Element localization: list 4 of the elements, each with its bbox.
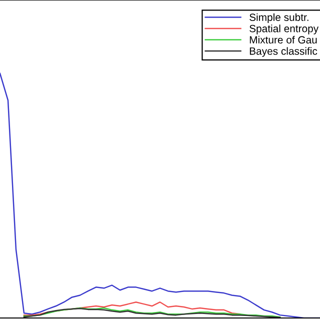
legend-label: Simple subtr. xyxy=(250,13,308,24)
legend-label: Bayes classific xyxy=(250,47,318,57)
legend-label: Spatial entropy xyxy=(250,24,319,34)
legend-label: Mixture of Gau xyxy=(250,36,317,44)
